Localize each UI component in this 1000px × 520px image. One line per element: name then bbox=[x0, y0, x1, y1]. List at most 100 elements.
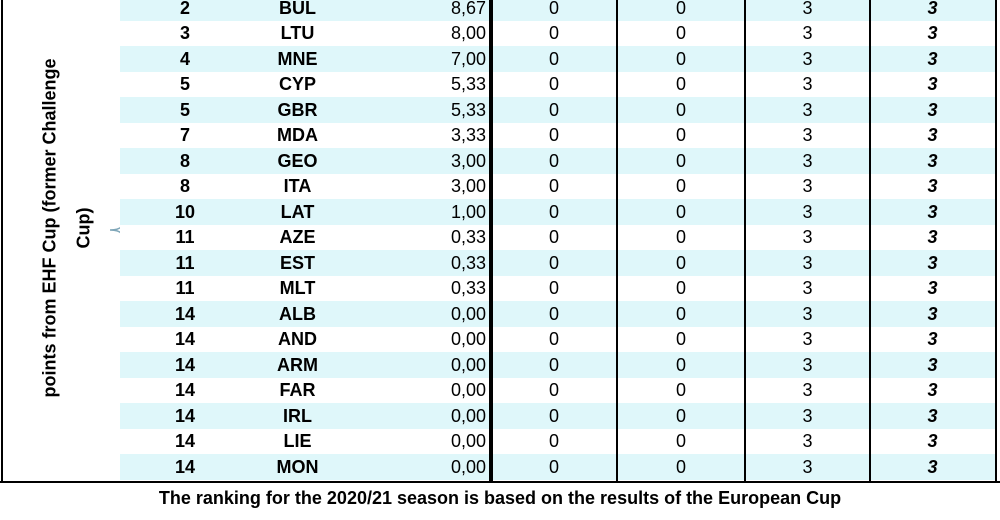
table-cell: 3 bbox=[927, 456, 938, 477]
table-cell: CYP bbox=[278, 74, 316, 94]
table-cell: 3,00 bbox=[450, 150, 486, 171]
table-cell: 3 bbox=[927, 431, 938, 451]
table-cell: 0,00 bbox=[450, 431, 486, 451]
table-cell: 3 bbox=[802, 456, 813, 477]
table-cell: 3 bbox=[927, 405, 938, 426]
table-cell: 0,33 bbox=[450, 278, 486, 298]
table-cell: 3 bbox=[927, 48, 938, 69]
table-row: 8 GEO 3,00 0 0 3 3 bbox=[120, 148, 995, 174]
table-cell: 0 bbox=[675, 278, 686, 298]
table-cell: 0 bbox=[548, 74, 559, 94]
table-cell: 7 bbox=[179, 125, 190, 145]
table-row: 11 EST 0,33 0 0 3 3 bbox=[120, 250, 995, 276]
table-cell: 5 bbox=[179, 99, 190, 120]
table-cell: 3 bbox=[802, 23, 813, 43]
table-cell: 14 bbox=[174, 405, 196, 426]
table-row: 3 LTU 8,00 0 0 3 3 bbox=[120, 20, 995, 47]
table-cell: 0 bbox=[548, 252, 559, 273]
table-cell: ITA bbox=[283, 176, 312, 196]
side-label: points from EHF Cup (former Challenge bbox=[39, 58, 60, 398]
table-cell: 14 bbox=[174, 303, 196, 324]
table-cell: LTU bbox=[280, 23, 315, 43]
table-cell: 8 bbox=[179, 176, 190, 196]
table-row: 8 ITA 3,00 0 0 3 3 bbox=[120, 173, 995, 200]
table-cell: 0 bbox=[675, 0, 686, 18]
table-cell: 8 bbox=[179, 150, 190, 171]
table-cell: 3 bbox=[802, 150, 813, 171]
table-row: 5 CYP 5,33 0 0 3 3 bbox=[120, 71, 995, 98]
table-cell: 14 bbox=[174, 354, 196, 375]
divider bbox=[489, 0, 493, 482]
table-cell: 2 bbox=[179, 0, 190, 18]
table-cell: 0 bbox=[548, 303, 559, 324]
table-cell: 0,00 bbox=[450, 303, 486, 324]
table-cell: 3 bbox=[802, 278, 813, 298]
table-cell: 0 bbox=[548, 431, 559, 451]
footer: The ranking for the 2020/21 season is ba… bbox=[158, 488, 842, 508]
table-cell: 14 bbox=[174, 329, 196, 349]
table-cell: 5,33 bbox=[450, 74, 486, 94]
table-cell: 0 bbox=[548, 380, 559, 400]
table-cell: MNE bbox=[277, 48, 318, 69]
side-label: Cup) bbox=[73, 207, 94, 249]
table-cell: EST bbox=[279, 252, 315, 273]
table-cell: 0 bbox=[548, 23, 559, 43]
table-row: 14 IRL 0,00 0 0 3 3 bbox=[120, 403, 995, 429]
table-cell: 0 bbox=[675, 456, 686, 477]
table-cell: LIE bbox=[283, 431, 312, 451]
table-cell: 3 bbox=[802, 380, 813, 400]
divider bbox=[869, 0, 871, 482]
table-cell: 3 bbox=[802, 125, 813, 145]
table-cell: 0 bbox=[548, 278, 559, 298]
table-cell: 0 bbox=[675, 74, 686, 94]
table-cell: 7,00 bbox=[450, 48, 486, 69]
table-cell: 3 bbox=[927, 150, 938, 171]
table-cell: 0 bbox=[675, 380, 686, 400]
table-row: 14 MON 0,00 0 0 3 3 bbox=[120, 454, 995, 480]
table-cell: 3 bbox=[802, 48, 813, 69]
table-cell: 11 bbox=[175, 252, 195, 273]
border bbox=[995, 0, 997, 482]
table-cell: 0 bbox=[548, 456, 559, 477]
table-cell: ARM bbox=[277, 354, 318, 375]
divider bbox=[616, 0, 618, 482]
table-cell: 0 bbox=[548, 201, 559, 222]
table-cell: MLT bbox=[279, 278, 316, 298]
table-cell: 8,67 bbox=[450, 0, 486, 18]
table-cell: 0 bbox=[675, 150, 686, 171]
table-cell: 0,33 bbox=[450, 227, 486, 247]
table-cell: MON bbox=[276, 456, 319, 477]
table-cell: 3,00 bbox=[450, 176, 486, 196]
table-cell: 14 bbox=[174, 431, 196, 451]
table-cell: 0 bbox=[548, 329, 559, 349]
border bbox=[0, 481, 1000, 483]
divider bbox=[744, 0, 746, 482]
table-cell: 14 bbox=[174, 380, 196, 400]
table-cell: BUL bbox=[279, 0, 316, 18]
table-cell: 0 bbox=[548, 354, 559, 375]
table-cell: 0,00 bbox=[450, 405, 486, 426]
table-row: 14 ARM 0,00 0 0 3 3 bbox=[120, 352, 995, 378]
table-cell: 3 bbox=[802, 303, 813, 324]
table-cell: 3 bbox=[927, 0, 938, 18]
table-cell: 3 bbox=[927, 303, 938, 324]
table-row: 14 LIE 0,00 0 0 3 3 bbox=[120, 428, 995, 455]
table-row: 11 AZE 0,33 0 0 3 3 bbox=[120, 224, 995, 251]
table-row: 14 ALB 0,00 0 0 3 3 bbox=[120, 301, 995, 327]
table-cell: 3 bbox=[802, 201, 813, 222]
table-cell: 3 bbox=[927, 23, 938, 43]
table-cell: 0,00 bbox=[450, 456, 486, 477]
table-cell: 0,00 bbox=[450, 380, 486, 400]
table-cell: GEO bbox=[277, 150, 318, 171]
table-cell: 14 bbox=[174, 456, 196, 477]
table-cell: FAR bbox=[279, 380, 316, 400]
table-cell: 0 bbox=[548, 0, 559, 18]
table-row: 14 AND 0,00 0 0 3 3 bbox=[120, 326, 995, 353]
table-cell: 0 bbox=[548, 125, 559, 145]
table-row: 4 MNE 7,00 0 0 3 3 bbox=[120, 46, 995, 72]
table-cell: 3,33 bbox=[450, 125, 486, 145]
table-cell: 3 bbox=[927, 252, 938, 273]
table-cell: 0 bbox=[675, 201, 686, 222]
table-cell: 3 bbox=[179, 23, 190, 43]
